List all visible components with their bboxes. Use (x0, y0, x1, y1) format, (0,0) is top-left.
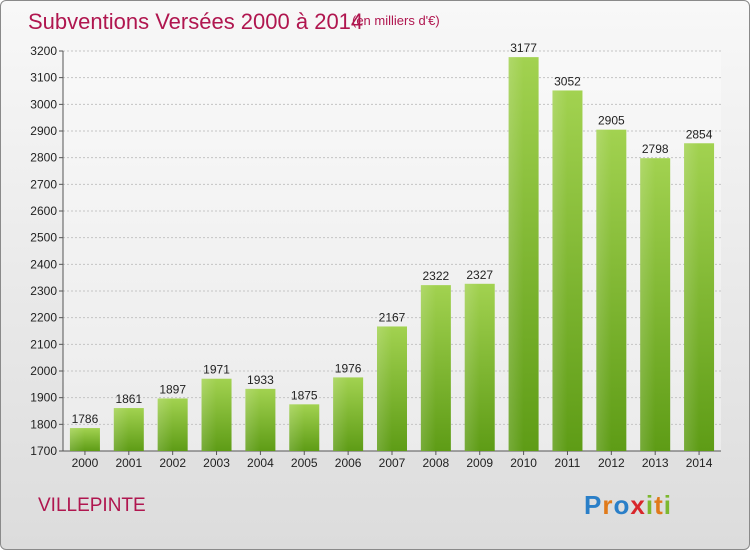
data-label: 2327 (466, 268, 493, 282)
data-label: 3052 (554, 74, 581, 88)
data-label: 2322 (423, 269, 450, 283)
logo-letter: r (602, 490, 614, 520)
y-tick-label: 2800 (30, 151, 57, 165)
data-label: 1933 (247, 373, 274, 387)
bar-highlight (640, 158, 656, 451)
data-label: 1875 (291, 388, 318, 402)
y-tick-label: 2200 (30, 311, 57, 325)
chart-title: Subventions Versées 2000 à 2014 (28, 9, 364, 34)
town-name: VILLEPINTE (38, 495, 146, 516)
x-tick-label: 2012 (598, 456, 625, 470)
x-tick-label: 2003 (203, 456, 230, 470)
x-tick-label: 2013 (642, 456, 669, 470)
y-tick-label: 2700 (30, 177, 57, 191)
bar-highlight (684, 143, 700, 451)
logo-letter: o (613, 490, 631, 520)
data-label: 1971 (203, 363, 230, 377)
bar-highlight (333, 377, 349, 451)
x-tick-label: 2002 (159, 456, 186, 470)
x-tick-label: 2011 (555, 456, 581, 470)
bar-highlight (464, 283, 480, 451)
x-tick-label: 2010 (510, 456, 537, 470)
y-tick-label: 1800 (30, 417, 57, 431)
bar-highlight (113, 408, 129, 451)
y-tick-label: 2600 (30, 204, 57, 218)
logo-letter: t (654, 490, 664, 520)
bar-highlight (596, 129, 612, 451)
bar-highlight (157, 398, 173, 451)
x-tick-label: 2004 (247, 456, 274, 470)
bar-highlight (245, 388, 261, 451)
x-tick-label: 2000 (72, 456, 99, 470)
bar-highlight (69, 428, 85, 451)
bar-highlight (377, 326, 392, 451)
y-tick-label: 2300 (30, 284, 57, 298)
y-tick-label: 2400 (30, 257, 57, 271)
y-tick-label: 3100 (30, 71, 57, 85)
chart-subtitle: (en milliers d'€) (352, 13, 440, 28)
y-tick-label: 2000 (30, 364, 57, 378)
data-label: 1897 (159, 382, 186, 396)
logo-letter: P (584, 490, 603, 520)
x-tick-label: 2007 (379, 456, 406, 470)
x-tick-label: 2005 (291, 456, 318, 470)
x-tick-label: 2008 (423, 456, 450, 470)
data-label: 2854 (686, 127, 713, 141)
y-tick-label: 2100 (30, 337, 57, 351)
y-tick-label: 3000 (30, 97, 57, 111)
bar-highlight (552, 90, 568, 451)
bar-highlight (420, 285, 436, 451)
y-tick-label: 1700 (30, 444, 57, 458)
data-label: 3177 (510, 41, 537, 55)
logo-letter: i (645, 490, 655, 520)
y-tick-label: 3200 (30, 44, 57, 58)
x-tick-label: 2006 (335, 456, 362, 470)
data-label: 1786 (72, 412, 99, 426)
bar-highlight (201, 378, 217, 451)
x-tick-label: 2009 (466, 456, 493, 470)
data-label: 2905 (598, 114, 625, 128)
logo-letter: i (663, 490, 672, 520)
logo-letter: x (630, 490, 646, 520)
bar-highlight (508, 57, 524, 452)
y-tick-label: 2500 (30, 231, 57, 245)
proxiti-logo: Proxiti (584, 490, 672, 521)
x-tick-label: 2001 (115, 456, 142, 470)
bar-highlight (289, 404, 305, 451)
x-tick-label: 2014 (686, 456, 713, 470)
data-label: 2167 (379, 310, 406, 324)
y-tick-label: 1900 (30, 391, 57, 405)
data-label: 2798 (642, 142, 669, 156)
data-label: 1976 (335, 361, 362, 375)
y-tick-label: 2900 (30, 124, 57, 138)
data-label: 1861 (115, 392, 142, 406)
